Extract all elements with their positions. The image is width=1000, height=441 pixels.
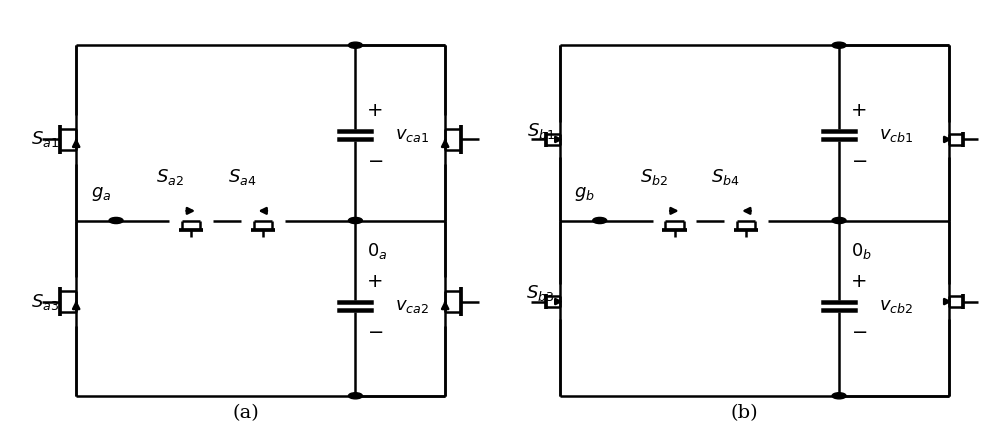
Text: $v_{ca2}$: $v_{ca2}$ <box>395 297 429 315</box>
Text: $v_{cb2}$: $v_{cb2}$ <box>879 297 913 315</box>
Text: $0_b$: $0_b$ <box>851 241 872 261</box>
Text: $S_{b2}$: $S_{b2}$ <box>640 167 668 187</box>
Text: $g_b$: $g_b$ <box>574 185 595 203</box>
Text: $S_{a3}$: $S_{a3}$ <box>31 292 59 312</box>
Circle shape <box>109 217 123 224</box>
Circle shape <box>593 217 607 224</box>
Text: $S_{b4}$: $S_{b4}$ <box>711 167 740 187</box>
Text: (b): (b) <box>731 404 758 422</box>
Circle shape <box>348 393 362 399</box>
Circle shape <box>348 42 362 48</box>
Text: $S_{a1}$: $S_{a1}$ <box>31 129 59 149</box>
Text: $v_{cb1}$: $v_{cb1}$ <box>879 126 913 144</box>
Text: $0_a$: $0_a$ <box>367 241 388 261</box>
Text: $S_{b3}$: $S_{b3}$ <box>526 283 555 303</box>
Circle shape <box>832 42 846 48</box>
Text: +: + <box>851 273 868 292</box>
Text: $-$: $-$ <box>367 149 384 168</box>
Text: $-$: $-$ <box>851 149 867 168</box>
Text: +: + <box>851 101 868 120</box>
Text: $v_{ca1}$: $v_{ca1}$ <box>395 126 429 144</box>
Text: $-$: $-$ <box>851 321 867 340</box>
Circle shape <box>348 217 362 224</box>
Text: +: + <box>367 101 384 120</box>
Text: $-$: $-$ <box>367 321 384 340</box>
Text: $S_{a2}$: $S_{a2}$ <box>156 167 184 187</box>
Circle shape <box>832 393 846 399</box>
Text: $g_a$: $g_a$ <box>91 185 111 203</box>
Text: $S_{b1}$: $S_{b1}$ <box>527 121 555 141</box>
Circle shape <box>832 217 846 224</box>
Text: +: + <box>367 273 384 292</box>
Text: $S_{a4}$: $S_{a4}$ <box>228 167 256 187</box>
Text: (a): (a) <box>232 404 259 422</box>
